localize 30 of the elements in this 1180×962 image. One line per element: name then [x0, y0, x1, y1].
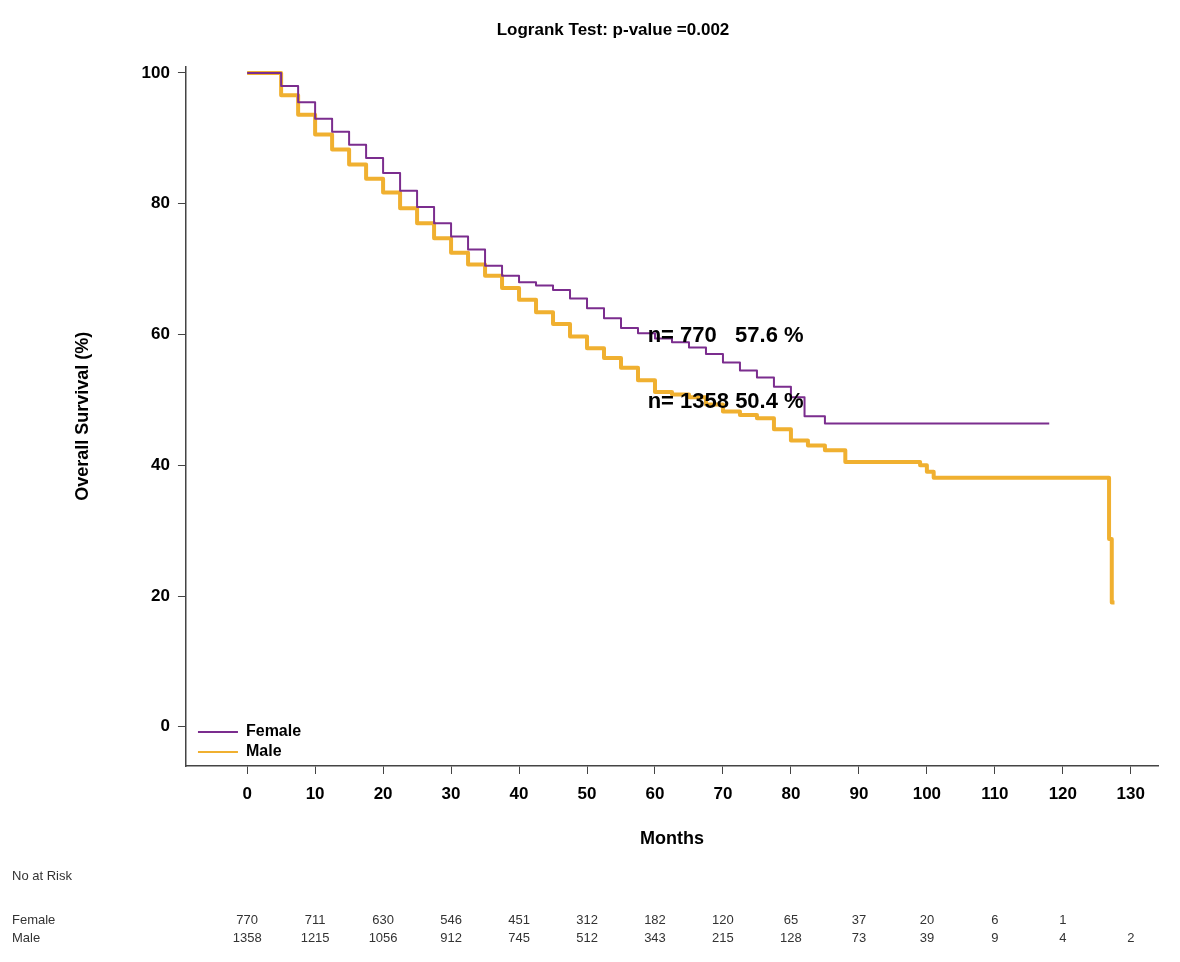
x-tick-label: 70 — [713, 783, 733, 803]
x-tick-label: 60 — [645, 783, 665, 803]
y-tick-label: 80 — [151, 193, 170, 213]
x-tick-label: 120 — [1048, 783, 1078, 803]
text: Male — [12, 929, 41, 945]
y-tick-label: 100 — [141, 62, 170, 82]
x-tick-label: 20 — [373, 783, 393, 803]
chart-title: Logrank Test: p-value =0.002 — [496, 19, 730, 39]
x-tick-label: 130 — [1116, 783, 1145, 803]
text: 1358 1215 1056 912 745 512 343 215 128 73 39 9 4 2 — [232, 929, 1135, 945]
legend-label: Male — [245, 742, 282, 760]
x-tick-label: 40 — [509, 783, 529, 803]
x-tick-label: 100 — [912, 783, 942, 803]
text: No at Risk — [12, 867, 73, 883]
x-axis-title: Months — [639, 828, 704, 849]
x-tick-label: 30 — [441, 783, 461, 803]
x-tick-label: 90 — [849, 783, 869, 803]
x-tick-label: 50 — [577, 783, 597, 803]
y-tick-label: 0 — [160, 716, 170, 736]
y-tick-label: 20 — [151, 585, 170, 605]
x-tick-label: 110 — [981, 783, 1009, 803]
x-tick-label: 0 — [242, 783, 252, 803]
y-tick-label: 60 — [151, 324, 170, 344]
text: 770 711 630 546 451 312 182 120 65 37 20 6 1 — [236, 911, 1067, 927]
text: Female — [12, 911, 56, 927]
y-axis-title: Overall Survival (%) — [71, 331, 92, 501]
legend-label: Female — [245, 722, 302, 740]
x-tick-label: 10 — [305, 783, 325, 803]
x-tick-label: 80 — [781, 783, 801, 803]
y-tick-label: 40 — [151, 454, 170, 474]
